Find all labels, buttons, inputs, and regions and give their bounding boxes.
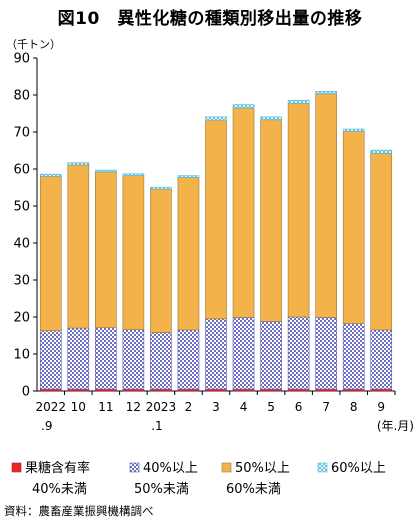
x-tick-label: 10 [71,400,86,414]
bar-segment-s3-3 [122,173,145,176]
legend-label-line2-0: 40%未満 [32,482,87,497]
x-tick-label: 3 [212,400,220,414]
bar-segment-s2-6 [205,119,227,320]
bar-segment-s2-4 [150,188,172,333]
x-axis-unit-label: (年.月) [377,419,414,433]
bar-segment-s1-4 [150,332,172,390]
y-tick-label: 50 [13,200,30,215]
bar-segment-s3-10 [315,91,337,95]
bar-segment-s1-1 [67,327,90,390]
x-tick-label: 7 [322,400,330,414]
bar-segment-s3-4 [150,186,172,190]
y-tick-label: 40 [13,237,30,252]
bar-segment-s3-9 [287,99,310,104]
y-tick-label: 90 [13,52,30,67]
bar-segment-s1-12 [370,329,393,390]
bar-segment-s2-3 [122,175,145,330]
x-tick-label: 8 [350,400,358,414]
bar-segment-s3-8 [260,116,282,121]
bar-segment-s2-5 [177,177,200,331]
legend-swatch-2 [221,462,232,473]
bar-segment-s1-3 [122,329,145,390]
legend-swatch-0 [11,462,22,473]
x-tick-label: 11 [98,400,113,414]
x-tick-label: 12 [126,400,141,414]
x-tick-label: 4 [240,400,248,414]
legend-swatch-1 [129,462,140,473]
y-tick-label: 30 [13,274,30,289]
bar-segment-s1-7 [232,317,255,390]
bar-segment-s3-5 [177,175,200,178]
bar-segment-s1-0 [39,330,62,390]
legend-label-line2-2: 60%未満 [226,482,281,497]
y-tick-label: 70 [13,126,30,141]
bar-segment-s3-11 [342,128,365,132]
bar-segment-s1-8 [260,321,282,390]
x-tick-label: 2022 [35,400,66,414]
bar-segment-s3-2 [95,169,117,173]
bar-segment-s2-10 [315,93,337,318]
chart-title: 図10 異性化糖の種類別移出量の推移 [57,9,363,29]
bar-segment-s3-0 [39,173,62,177]
x-tick-label: 5 [267,400,275,414]
y-tick-label: 80 [13,89,30,104]
x-tick-label: 6 [295,400,303,414]
legend-swatch-3 [317,462,328,473]
x-tick-sublabel: .9 [41,419,52,433]
x-tick-label: 2023 [146,400,177,414]
bar-segment-s2-0 [39,176,62,331]
y-tick-label: 0 [22,385,30,400]
bar-segment-s2-7 [232,107,255,318]
bar-segment-s2-9 [287,103,310,318]
legend-label-0: 果糖含有率 [25,460,90,476]
x-tick-sublabel: .1 [151,419,162,433]
legend-label-2: 50%以上 [235,461,290,476]
bar-segment-s2-8 [260,119,282,322]
bar-segment-s2-2 [95,171,117,329]
bar-segment-s1-5 [177,329,200,390]
bar-segment-s3-6 [205,116,227,121]
x-tick-label: 9 [377,400,385,414]
legend-label-line2-1: 50%未満 [134,482,189,497]
bar-segment-s2-1 [67,164,90,329]
y-tick-label: 10 [13,348,30,363]
bar-segment-s1-9 [287,316,310,390]
x-tick-label: 2 [185,400,193,414]
legend-label-1: 40%以上 [143,461,198,476]
bar-segment-s3-1 [67,162,90,166]
y-axis-unit-label: （千トン） [6,38,61,51]
bar-segment-s3-12 [370,149,393,154]
bar-segment-s1-10 [315,317,337,390]
source-note: 資料：農畜産業振興機構調べ [4,504,154,518]
bar-segment-s1-2 [95,327,117,390]
y-tick-label: 20 [13,311,30,326]
bar-segment-s1-11 [342,323,365,390]
legend-label-3: 60%以上 [331,461,386,476]
bar-segment-s1-6 [205,318,227,390]
bar-segment-s2-11 [342,130,365,324]
bar-segment-s2-12 [370,153,393,331]
bar-segment-s3-7 [232,104,255,109]
y-tick-label: 60 [13,163,30,178]
